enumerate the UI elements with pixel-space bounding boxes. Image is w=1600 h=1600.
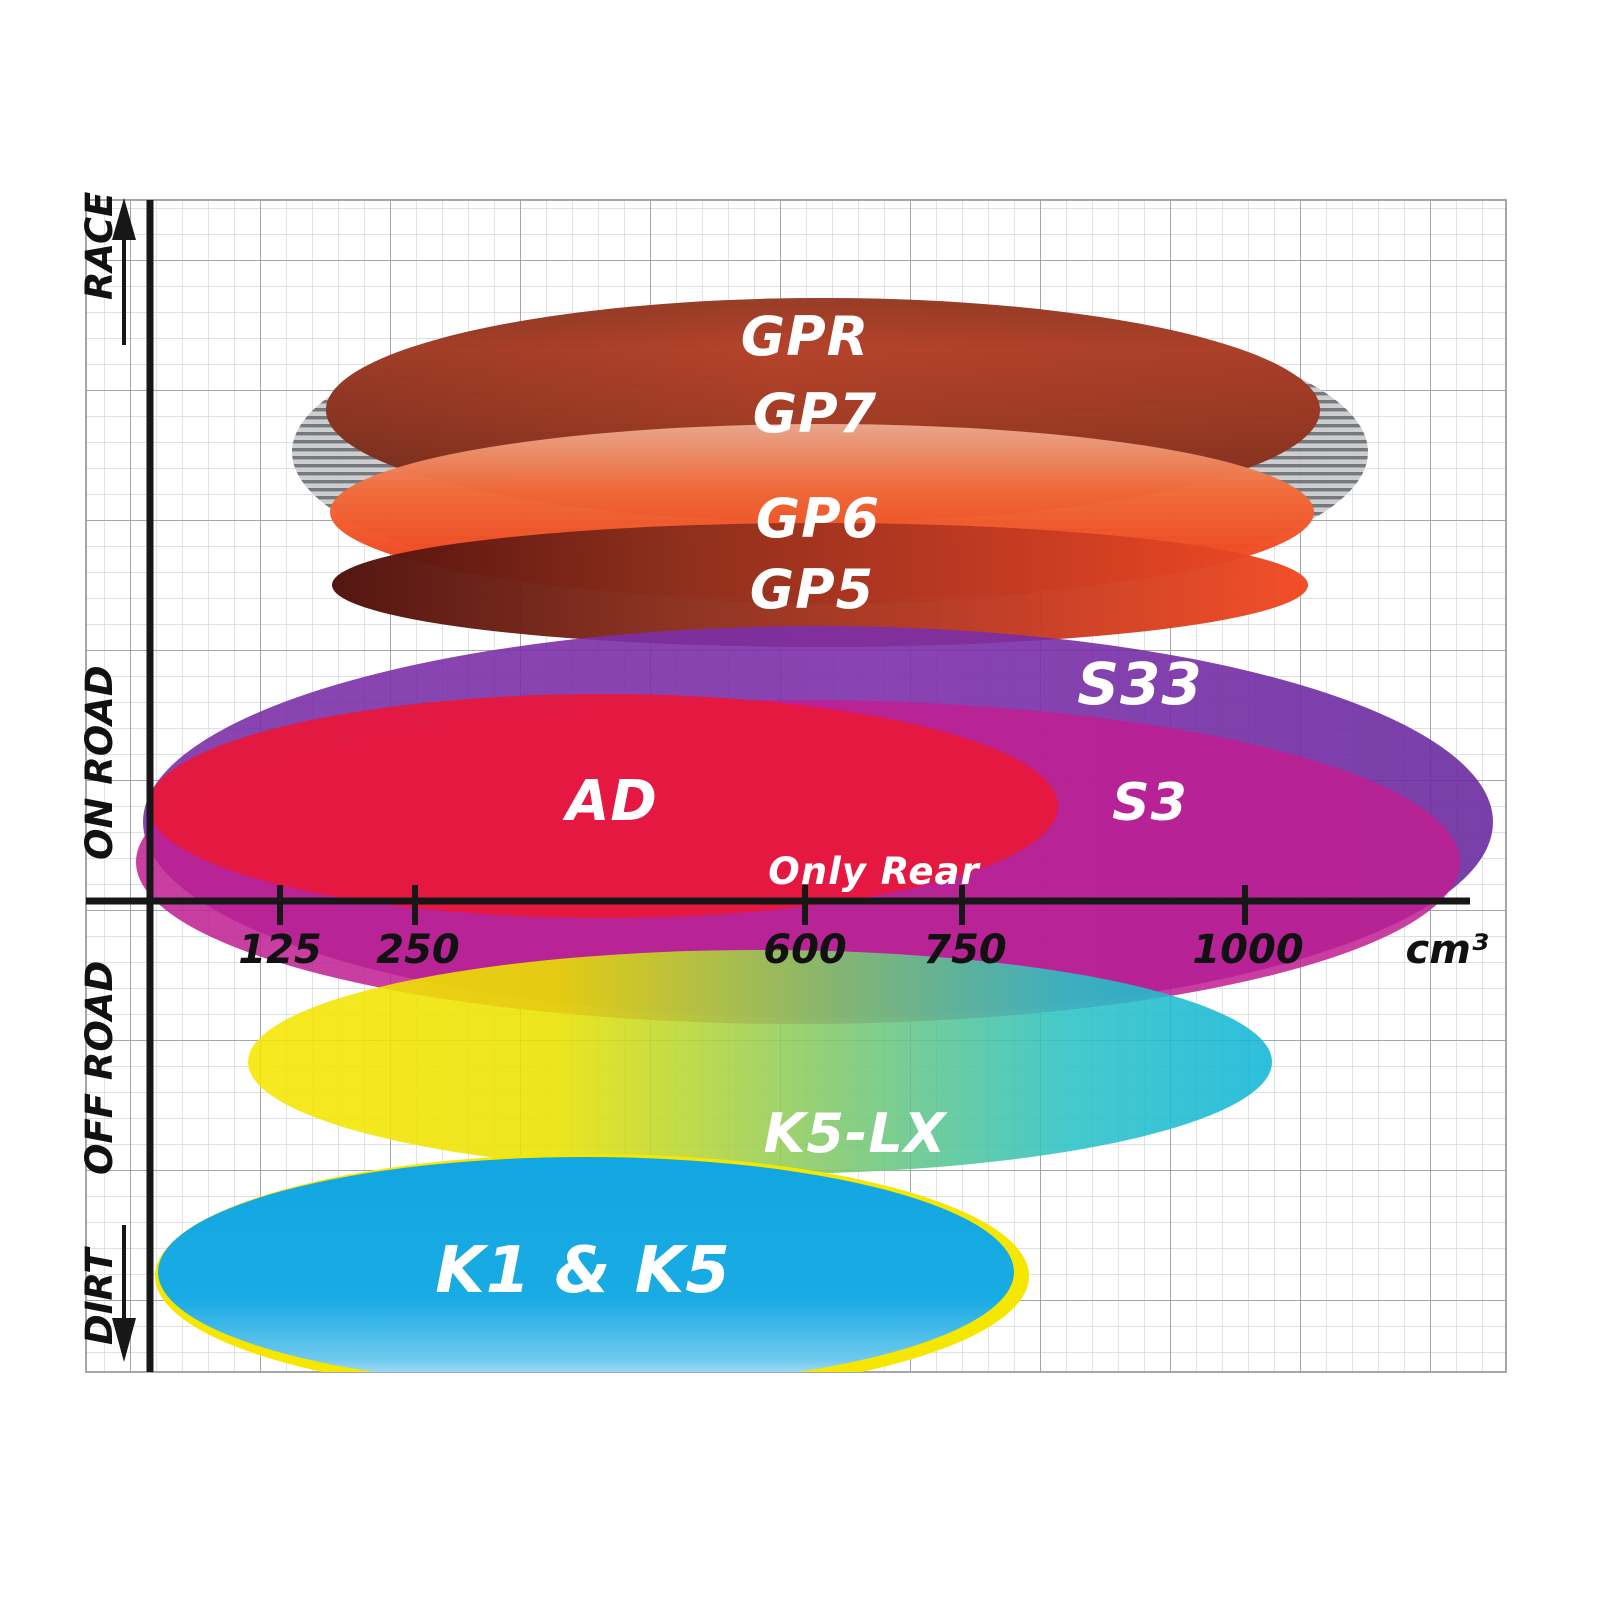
x-axis-unit-label: cm³ (1406, 927, 1489, 973)
region-label-gp5: GP5 (750, 558, 874, 621)
region-label-k1-k5: K1 & K5 (435, 1234, 731, 1308)
region-label-gp7: GP7 (753, 382, 877, 445)
band-label-race: RACE (78, 192, 121, 300)
band-label-off-road: OFF ROAD (78, 961, 121, 1175)
region-gp5 (332, 523, 1308, 647)
region-label-k5-lx: K5-LX (764, 1102, 948, 1165)
x-tick-label-125: 125 (238, 927, 322, 973)
region-label-gpr: GPR (741, 305, 869, 368)
annotation-only-rear: Only Rear (768, 850, 981, 893)
x-tick-label-750: 750 (923, 927, 1007, 973)
x-tick-label-600: 600 (763, 927, 847, 973)
band-label-on-road: ON ROAD (78, 665, 121, 860)
region-ad (148, 694, 1058, 918)
x-tick-label-250: 250 (376, 927, 460, 973)
region-label-s3: S3 (1112, 773, 1188, 833)
region-label-s33: S33 (1077, 650, 1203, 718)
axes (86, 200, 1470, 1372)
race-direction-arrow-icon (112, 198, 136, 345)
region-k1-k5 (155, 1154, 1029, 1372)
dirt-direction-arrow-icon (112, 1225, 136, 1362)
band-label-dirt: DIRT (78, 1246, 121, 1345)
region-label-gp6: GP6 (756, 487, 880, 550)
x-axis-ticks (277, 885, 1248, 925)
region-k5lx (248, 950, 1272, 1174)
x-tick-label-1000: 1000 (1192, 927, 1303, 973)
region-label-ad: AD (562, 769, 658, 834)
